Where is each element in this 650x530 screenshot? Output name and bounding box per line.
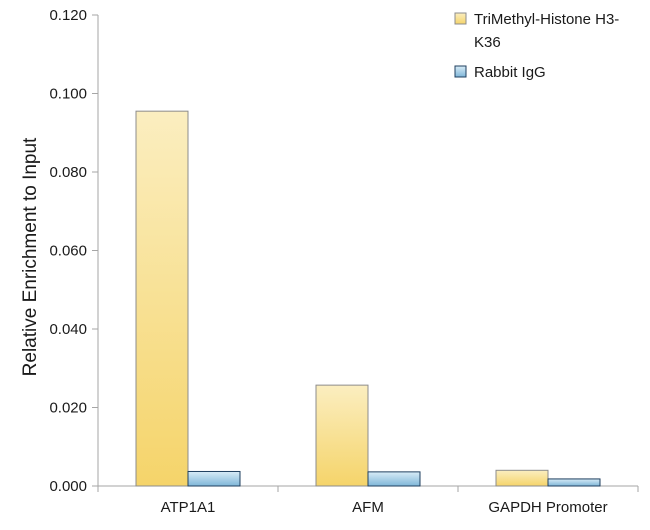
legend: TriMethyl-Histone H3- K36 Rabbit IgG	[454, 11, 619, 81]
x-tick-label: GAPDH Promoter	[488, 499, 607, 516]
y-tick-label: 0.080	[49, 164, 87, 181]
y-tick-label: 0.040	[49, 321, 87, 338]
bar	[187, 470, 241, 487]
y-axis: 0.000 0.020 0.040 0.060 0.080 0.100 0.120	[49, 7, 99, 495]
y-axis-title: Relative Enrichment to Input	[20, 137, 41, 376]
bars	[135, 110, 601, 487]
x-tick-label: AFM	[352, 499, 384, 516]
bar	[135, 110, 189, 487]
x-axis: ATP1A1 AFM GAPDH Promoter	[97, 485, 639, 516]
bar	[495, 469, 549, 487]
x-tick-label: ATP1A1	[161, 499, 216, 516]
y-tick-label: 0.120	[49, 7, 87, 24]
y-tick-label: 0.000	[49, 478, 87, 495]
y-tick-label: 0.100	[49, 86, 87, 103]
legend-swatch	[454, 12, 467, 25]
y-tick-label: 0.020	[49, 400, 87, 417]
bar	[315, 384, 369, 487]
y-tick-label: 0.060	[49, 243, 87, 260]
legend-label: K36	[474, 34, 501, 51]
bar	[367, 471, 421, 487]
legend-label: Rabbit IgG	[474, 64, 546, 81]
legend-swatch	[454, 65, 467, 78]
bar	[547, 478, 601, 487]
legend-label: TriMethyl-Histone H3-	[474, 11, 619, 28]
